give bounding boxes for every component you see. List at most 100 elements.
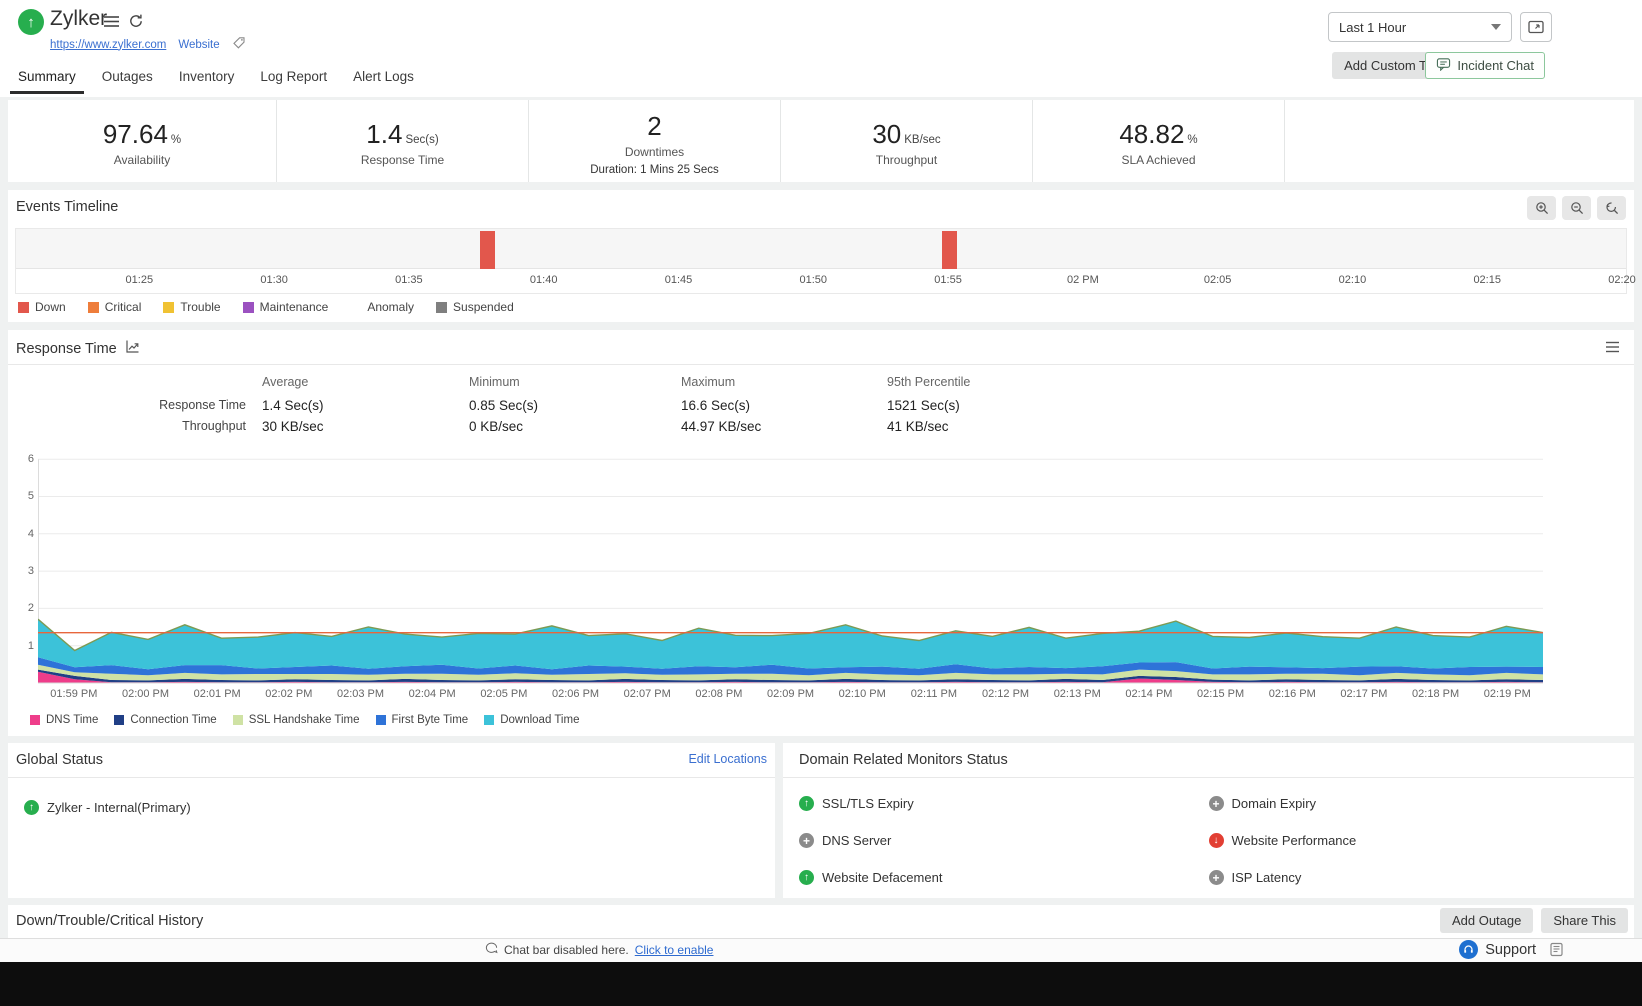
monitor-item-domain-expiry[interactable]: + Domain Expiry — [1208, 785, 1619, 822]
legend-swatch — [30, 715, 40, 725]
location-item[interactable]: ↑ Zylker - Internal(Primary) — [24, 789, 765, 826]
legend-item-download-time: Download Time — [484, 714, 579, 726]
monitor-item-ssl-tls-expiry[interactable]: ↑ SSL/TLS Expiry — [799, 785, 1209, 822]
feedback-widget-icon[interactable] — [1549, 942, 1564, 962]
legend-label: Maintenance — [259, 300, 329, 314]
stat-throughput: 30 KB/sec Throughput — [781, 100, 1033, 182]
tab-alert-logs[interactable]: Alert Logs — [353, 69, 414, 84]
history-title: Down/Trouble/Critical History — [16, 913, 204, 929]
stat-value: 30 — [872, 119, 902, 149]
y-tick-label: 1 — [27, 639, 34, 652]
chat-disabled-text: Chat bar disabled here. — [504, 943, 629, 957]
legend-item-anomaly: Anomaly — [350, 300, 414, 314]
legend-label: Connection Time — [130, 714, 217, 726]
timeline-event-bar[interactable] — [479, 231, 495, 269]
legend-swatch — [242, 301, 254, 313]
legend-item-first-byte-time: First Byte Time — [375, 714, 468, 726]
monitor-menu-icon[interactable] — [103, 15, 120, 33]
legend-item-trouble: Trouble — [163, 300, 221, 314]
time-range-select[interactable]: Last 1 Hour — [1328, 12, 1512, 42]
monitor-item-dns-server[interactable]: + DNS Server — [799, 822, 1209, 859]
legend-label: Critical — [104, 300, 142, 314]
share-this-button[interactable]: Share This — [1541, 908, 1628, 933]
trend-chart-icon[interactable] — [125, 339, 140, 359]
stat-unit: % — [1187, 134, 1198, 146]
timeline-toolbar — [1527, 196, 1626, 220]
stat-value-row: 30 KB/sec — [872, 119, 940, 150]
monitor-label: DNS Server — [822, 833, 892, 848]
timeline-tick-label: 02 PM — [1066, 274, 1099, 286]
x-tick-label: 02:06 PM — [551, 688, 600, 700]
legend-item-connection-time: Connection Time — [114, 714, 217, 726]
monitor-item-website-performance[interactable]: ↓ Website Performance — [1208, 822, 1619, 859]
tab-summary[interactable]: Summary — [10, 60, 84, 94]
row-label: Throughput — [182, 419, 246, 433]
x-tick-label: 02:00 PM — [121, 688, 170, 700]
chat-enable-link[interactable]: Click to enable — [634, 943, 714, 957]
domain-monitors-title: Domain Related Monitors Status — [799, 752, 1008, 768]
legend-label: Down — [35, 300, 66, 314]
cell-value: 1.4 Sec(s) — [262, 398, 324, 413]
edit-locations-link[interactable]: Edit Locations — [688, 752, 767, 766]
x-tick-label: 02:11 PM — [910, 688, 958, 700]
incident-chat-label: Incident Chat — [1457, 58, 1534, 73]
chart-menu-icon[interactable] — [1605, 340, 1620, 358]
monitor-label: SSL/TLS Expiry — [822, 796, 914, 811]
x-tick-label: 02:08 PM — [695, 688, 743, 700]
stat-value: 1.4 — [366, 119, 403, 149]
tab-log-report[interactable]: Log Report — [260, 69, 328, 84]
zoom-in-button[interactable] — [1527, 196, 1556, 220]
timeline-tick-label: 01:25 — [125, 274, 154, 286]
add-outage-button[interactable]: Add Outage — [1439, 908, 1534, 933]
stat-value-row: 2 — [647, 111, 661, 142]
stat-label: Throughput — [875, 153, 938, 167]
tab-outages[interactable]: Outages — [101, 69, 153, 84]
x-tick-label: 02:04 PM — [408, 688, 456, 700]
y-tick-label: 4 — [27, 527, 34, 540]
support-button[interactable]: Support — [1459, 940, 1536, 959]
zoom-reset-button[interactable] — [1597, 196, 1626, 220]
chat-bubble-icon — [1436, 57, 1451, 74]
monitor-label: Website Performance — [1231, 833, 1357, 848]
zoom-out-button[interactable] — [1562, 196, 1591, 220]
legend-item-suspended: Suspended — [436, 300, 514, 314]
row-label: Response Time — [159, 398, 246, 412]
switch-monitor-button[interactable] — [1520, 12, 1552, 42]
page-title: Zylker — [50, 7, 108, 30]
legend-label: Download Time — [500, 714, 580, 726]
y-tick-label: 3 — [27, 565, 34, 578]
monitor-url-link[interactable]: https://www.zylker.com — [50, 38, 167, 51]
timeline-event-bar[interactable] — [941, 231, 957, 269]
tag-icon[interactable] — [232, 36, 246, 53]
legend-swatch — [484, 715, 495, 725]
monitor-type-link[interactable]: Website — [178, 38, 220, 51]
monitor-item-isp-latency[interactable]: + ISP Latency — [1208, 859, 1619, 896]
x-tick-label: 02:10 PM — [838, 688, 886, 700]
stat-value-row: 97.64% — [103, 119, 181, 150]
y-tick-label: 6 — [27, 453, 34, 466]
legend-swatch — [18, 301, 29, 313]
refresh-icon[interactable] — [128, 13, 144, 34]
header: ↑ Zylker https://www.zylker.com Website … — [0, 0, 1642, 97]
incident-chat-button[interactable]: Incident Chat — [1425, 52, 1545, 79]
monitor-status-icon: ↑ — [18, 9, 44, 35]
stat-availability: 97.64% Availability — [8, 100, 277, 182]
legend-label: SSL Handshake Time — [248, 714, 360, 726]
response-time-title: Response Time — [16, 341, 117, 357]
response-chart-yaxis: 1 2 3 4 5 6 — [8, 442, 34, 679]
cell-value: 16.6 Sec(s) — [681, 398, 751, 413]
response-stats-table: Average Minimum Maximum 95th Percentile Res… — [16, 372, 1626, 437]
response-time-chart[interactable] — [37, 448, 1544, 685]
stat-label: SLA Achieved — [1121, 153, 1196, 167]
events-timeline-chart[interactable]: 01:25 01:30 01:35 01:40 01:45 01:50 01:55 02 PM… — [15, 228, 1636, 294]
response-time-panel: Response Time Average Minimum Maximum 95th … — [8, 330, 1634, 736]
x-tick-label: 02:15 PM — [1197, 688, 1245, 700]
response-chart-xaxis: 01:59 PM 02:00 PM 02:01 PM 02:02 PM 02:03 PM… — [38, 688, 1543, 700]
x-tick-label: 02:14 PM — [1125, 688, 1173, 700]
x-tick-label: 01:59 PM — [50, 688, 98, 700]
monitor-item-website-defacement[interactable]: ↑ Website Defacement — [799, 859, 1209, 896]
table-corner — [16, 372, 256, 395]
column-header: Average — [262, 375, 309, 389]
tab-inventory[interactable]: Inventory — [178, 69, 235, 84]
